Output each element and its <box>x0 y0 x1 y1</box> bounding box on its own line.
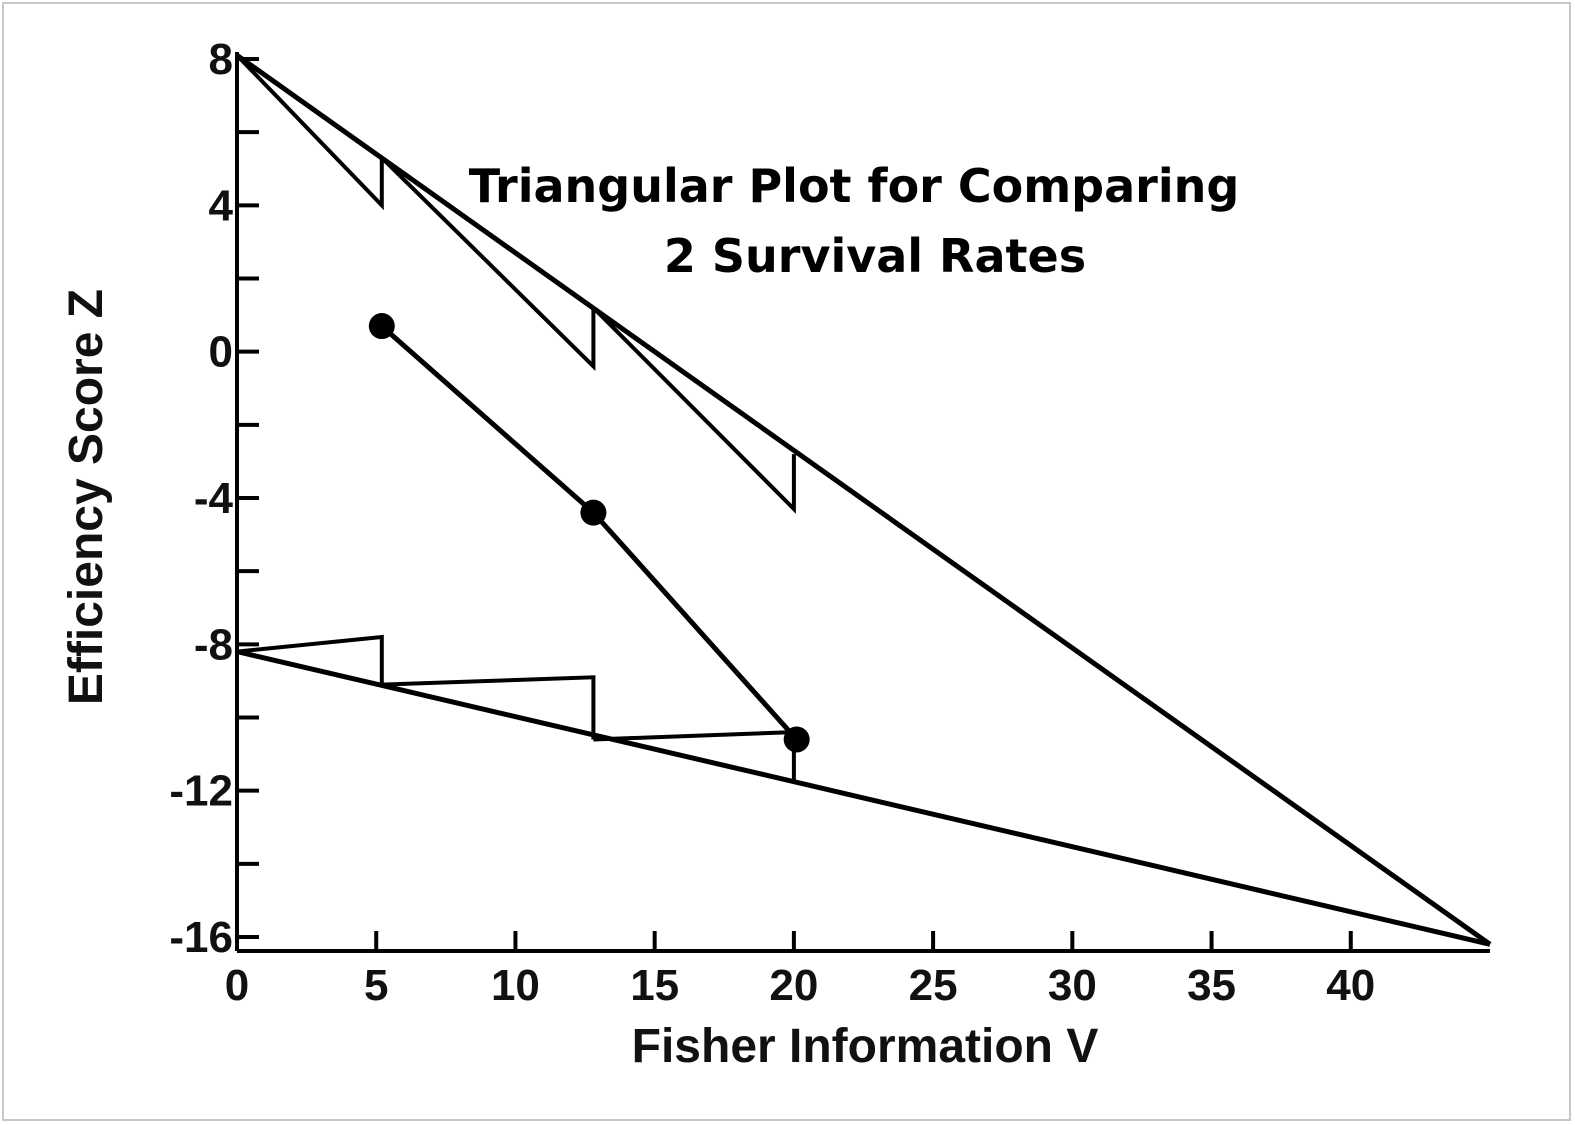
lower-tree-correction <box>236 634 384 685</box>
x-axis-title: Fisher Information V <box>632 1020 1099 1073</box>
upper-tree-correction <box>235 53 384 211</box>
chart-title-line-1: Triangular Plot for Comparing <box>469 159 1240 213</box>
x-tick-label: 25 <box>909 961 958 1010</box>
y-tick-label: -8 <box>194 620 233 669</box>
x-tick-label: 35 <box>1187 961 1236 1010</box>
upper-tree-correction <box>380 156 596 372</box>
data-series <box>368 313 810 753</box>
stopping-boundaries <box>235 53 1492 947</box>
sample-path-point <box>368 313 395 340</box>
y-tick-label: 8 <box>209 35 233 84</box>
y-tick-label: 0 <box>209 328 233 377</box>
lower-boundary-line <box>236 649 1491 947</box>
y-tick-label: 4 <box>209 181 234 230</box>
y-axis-title: Efficiency Score Z <box>60 289 113 705</box>
y-tick-label: -4 <box>194 474 234 523</box>
x-tick-label: 40 <box>1326 961 1375 1010</box>
upper-tree-correction <box>591 306 796 514</box>
chart-title-line-2: 2 Survival Rates <box>664 229 1086 283</box>
x-tick-label: 5 <box>364 961 388 1010</box>
chart-title: Triangular Plot for Comparing 2 Survival… <box>469 159 1256 283</box>
x-tick-label: 0 <box>225 961 249 1010</box>
y-tick-label: -16 <box>169 913 233 962</box>
y-tick-label: -12 <box>169 767 233 816</box>
x-tick-label: 20 <box>769 961 818 1010</box>
x-tick-label: 10 <box>491 961 540 1010</box>
sample-path-point <box>580 499 607 526</box>
sample-path-point <box>783 726 810 753</box>
lower-tree-correction <box>381 675 596 740</box>
upper-boundary-line <box>235 53 1492 947</box>
x-tick-label: 15 <box>630 961 679 1010</box>
x-tick-label: 30 <box>1048 961 1097 1010</box>
